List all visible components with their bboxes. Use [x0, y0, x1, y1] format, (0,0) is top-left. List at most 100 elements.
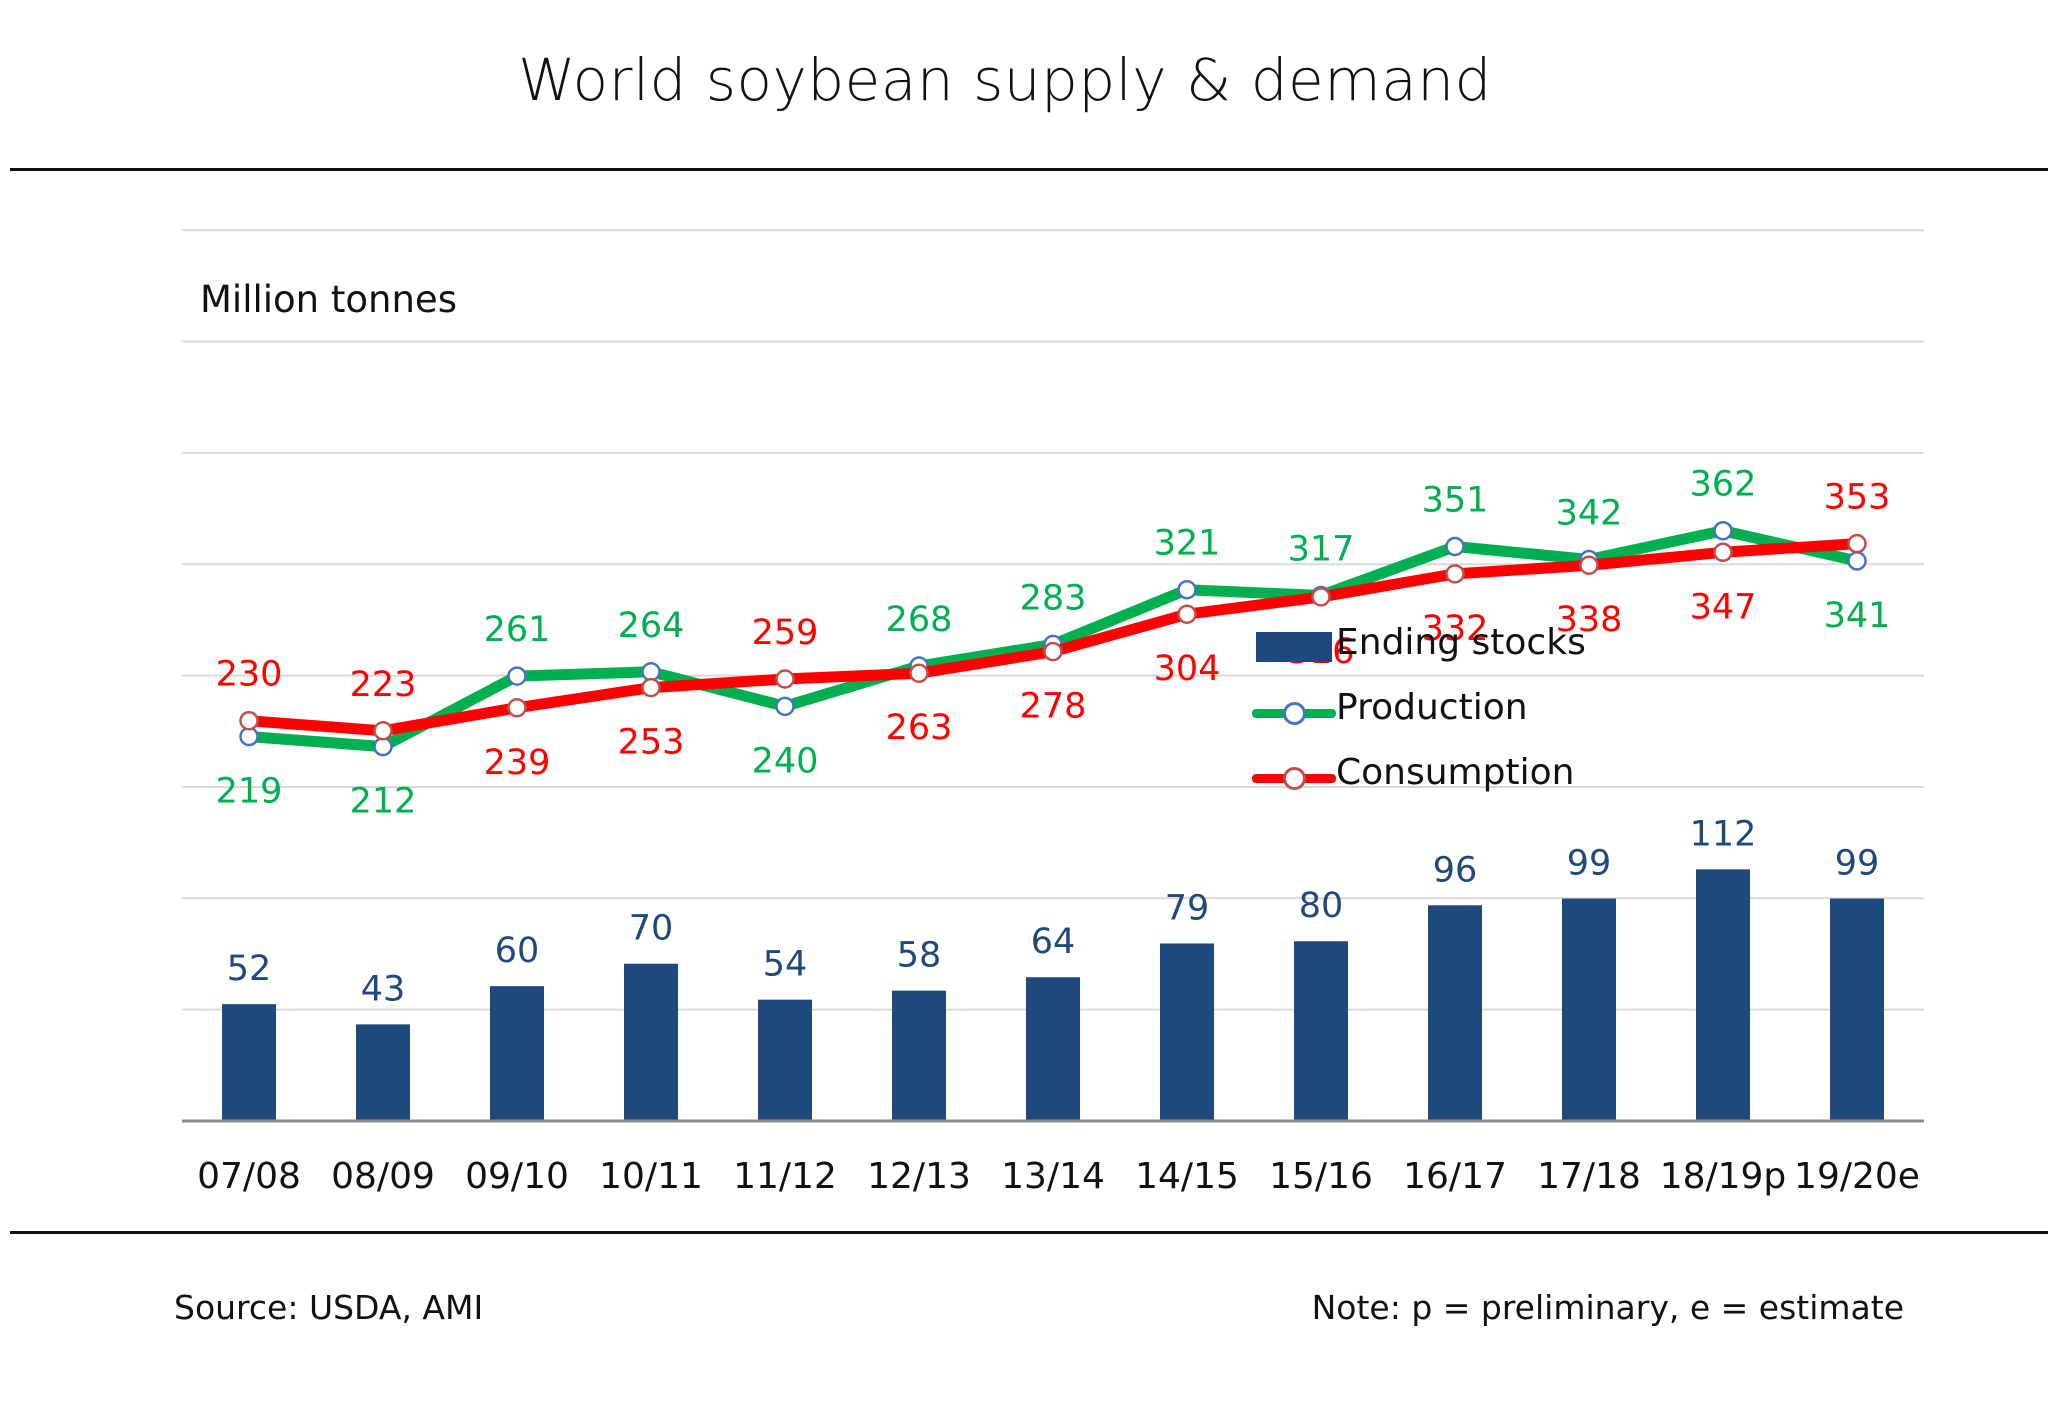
consumption-marker — [775, 669, 795, 689]
stock-value-label: 52 — [227, 949, 272, 989]
stock-value-label: 99 — [1835, 844, 1880, 884]
consumption-value-label: 223 — [350, 665, 417, 705]
definition-note: Note: p = preliminary, e = estimate — [1311, 1288, 1904, 1327]
stock-value-label: 70 — [629, 909, 674, 949]
data-labels: 52 43 60 70 54 58 64 79 80 96 99 112 99 219 230 212 223 2… — [216, 465, 1891, 1010]
production-marker — [641, 662, 661, 682]
consumption-value-label: 278 — [1020, 687, 1087, 727]
stock-value-label: 112 — [1690, 814, 1757, 854]
source-note: Source: USDA, AMI — [174, 1288, 484, 1327]
consumption-marker — [1043, 641, 1063, 662]
gridlines — [182, 229, 1924, 1011]
production-value-label: 261 — [484, 610, 551, 650]
production-value-label: 351 — [1422, 481, 1489, 521]
production-marker — [1713, 520, 1733, 541]
stock-value-label: 58 — [897, 936, 942, 976]
x-tick-label: 15/16 — [1269, 1156, 1373, 1197]
stock-bar — [1026, 977, 1080, 1121]
consumption-value-label: 347 — [1690, 587, 1757, 627]
stock-value-label: 96 — [1433, 850, 1478, 890]
production-value-label: 341 — [1824, 596, 1891, 636]
consumption-value-label: 263 — [886, 708, 953, 748]
stock-bar — [1562, 898, 1616, 1121]
x-axis: 07/08 08/09 09/10 10/11 11/12 12/13 13/14 14/15… — [182, 1119, 1924, 1197]
stock-bar — [356, 1024, 410, 1121]
stock-bar — [490, 986, 544, 1121]
legend-label: Consumption — [1336, 752, 1575, 793]
consumption-marker — [239, 710, 259, 731]
consumption-marker — [1311, 587, 1331, 607]
consumption-value-label: 230 — [216, 655, 283, 695]
legend-marker-swatch — [1283, 702, 1306, 725]
stock-bar — [222, 1004, 276, 1121]
x-tick-label: 08/09 — [331, 1156, 435, 1197]
stock-value-label: 64 — [1031, 922, 1076, 962]
stock-bar — [1830, 898, 1884, 1121]
stock-bar — [892, 990, 946, 1121]
production-marker — [239, 726, 259, 747]
stock-value-label: 54 — [763, 945, 808, 985]
production-value-label: 268 — [886, 600, 953, 640]
consumption-marker — [1445, 564, 1465, 584]
consumption-value-label: 239 — [484, 743, 551, 783]
production-marker — [775, 696, 795, 717]
chart-title: World soybean supply & demand — [518, 46, 1492, 114]
production-value-label: 219 — [216, 772, 283, 812]
consumption-marker — [1713, 542, 1733, 563]
production-value-label: 342 — [1556, 493, 1623, 533]
x-tick-label: 07/08 — [197, 1156, 301, 1197]
production-marker — [1177, 579, 1197, 600]
production-value-label: 321 — [1154, 524, 1221, 564]
x-tick-label: 09/10 — [465, 1156, 569, 1197]
x-tick-label: 17/18 — [1537, 1156, 1641, 1197]
consumption-marker — [373, 721, 393, 741]
stock-value-label: 99 — [1567, 844, 1612, 884]
consumption-value-label: 259 — [752, 613, 819, 653]
consumption-value-label: 353 — [1824, 478, 1891, 518]
stock-bar — [1294, 941, 1348, 1121]
consumption-marker — [1177, 604, 1197, 624]
legend-marker-swatch — [1283, 767, 1306, 790]
x-tick-label: 19/20e — [1794, 1156, 1920, 1197]
production-marker — [1445, 536, 1465, 557]
bottom-divider — [10, 1231, 2048, 1234]
production-marker — [507, 666, 527, 686]
consumption-value-label: 332 — [1422, 609, 1489, 649]
series-lines — [239, 520, 1867, 757]
stock-bar — [758, 999, 812, 1121]
stock-bar — [1160, 943, 1214, 1121]
x-tick-label: 13/14 — [1001, 1156, 1105, 1197]
production-marker — [1847, 551, 1867, 571]
production-value-label: 283 — [1020, 578, 1087, 618]
production-value-label: 240 — [752, 741, 819, 781]
production-value-label: 362 — [1690, 465, 1757, 505]
stock-bar — [1696, 869, 1750, 1121]
consumption-marker — [507, 698, 527, 718]
consumption-marker — [1847, 533, 1867, 554]
x-tick-label: 10/11 — [599, 1156, 703, 1197]
stock-value-label: 60 — [495, 931, 540, 971]
unit-label: Million tonnes — [200, 278, 457, 321]
legend-label: Ending stocks — [1336, 622, 1586, 663]
stock-value-label: 79 — [1165, 888, 1210, 928]
legend-bar-swatch — [1256, 632, 1332, 662]
production-value-label: 317 — [1288, 529, 1355, 569]
x-tick-label: 11/12 — [733, 1156, 837, 1197]
x-tick-label: 12/13 — [867, 1156, 971, 1197]
stock-value-label: 80 — [1299, 886, 1344, 926]
x-tick-label: 18/19p — [1660, 1156, 1787, 1197]
production-value-label: 264 — [618, 606, 685, 646]
stock-bar — [624, 963, 678, 1121]
consumption-marker — [909, 663, 929, 683]
x-tick-label: 14/15 — [1135, 1156, 1239, 1197]
consumption-marker — [641, 677, 661, 698]
x-tick-label: 16/17 — [1403, 1156, 1507, 1197]
stock-bar — [1428, 905, 1482, 1121]
stock-value-label: 43 — [361, 969, 406, 1009]
production-marker — [373, 736, 393, 757]
consumption-value-label: 338 — [1556, 600, 1623, 640]
consumption-marker — [1579, 555, 1599, 575]
consumption-value-label: 304 — [1154, 649, 1221, 689]
legend-label: Production — [1336, 687, 1528, 728]
